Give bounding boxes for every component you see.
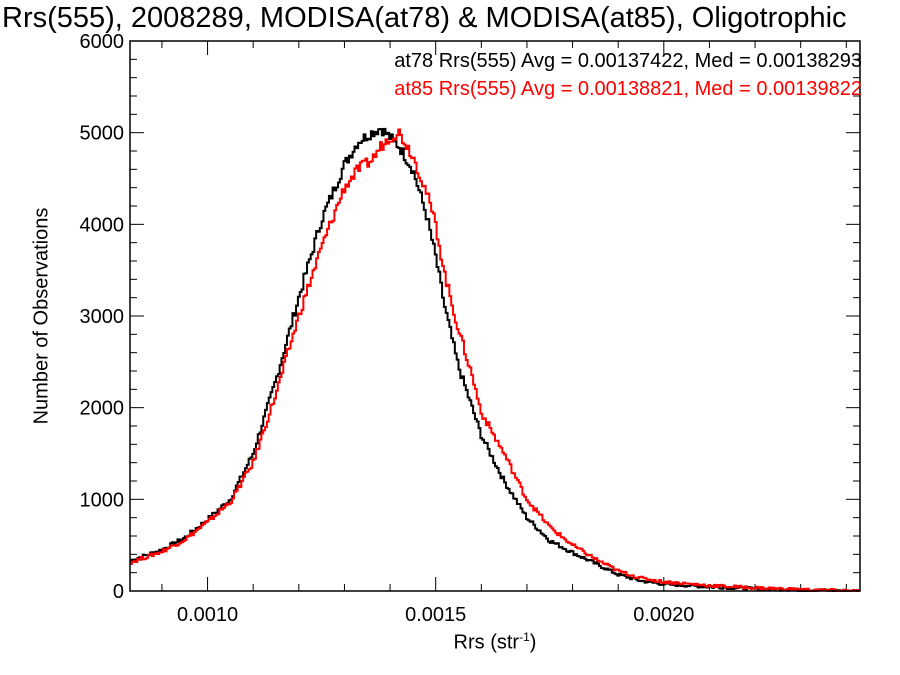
series-layer: [130, 127, 860, 592]
y-tick-label: 1000: [80, 489, 125, 511]
y-tick-label: 6000: [80, 31, 125, 53]
series-line-at78: [130, 127, 860, 592]
legend-entry-at85: at85 Rrs(555) Avg = 0.00138821, Med = 0.…: [394, 78, 862, 100]
x-axis-label-text: Rrs (str: [453, 631, 520, 654]
axis-ticks: [130, 40, 860, 592]
chart-title: Rrs(555), 2008289, MODISA(at78) & MODISA…: [2, 2, 847, 34]
x-axis-label-close: ): [529, 631, 537, 654]
x-tick-label: 0.0020: [633, 604, 694, 626]
x-axis-label: Rrs (str-1): [0, 630, 900, 655]
tick-labels: 0 1000 2000 3000 4000 5000 6000 0.0010 0.0015 0.0…: [80, 31, 695, 626]
y-tick-label: 5000: [80, 123, 125, 145]
legend-entry-at78: at78 Rrs(555) Avg = 0.00137422, Med = 0.…: [394, 50, 862, 72]
series-line-at85: [130, 128, 860, 592]
y-tick-label: 0: [113, 581, 124, 603]
x-tick-label: 0.0010: [177, 604, 238, 626]
x-axis-label-superscript: -1: [519, 630, 530, 644]
plot-frame: [129, 40, 861, 592]
y-axis-label: Number of Observations: [30, 207, 53, 425]
y-tick-label: 4000: [80, 214, 125, 236]
y-tick-label: 2000: [80, 398, 125, 420]
x-tick-label: 0.0015: [405, 604, 466, 626]
y-tick-label: 3000: [80, 306, 125, 328]
